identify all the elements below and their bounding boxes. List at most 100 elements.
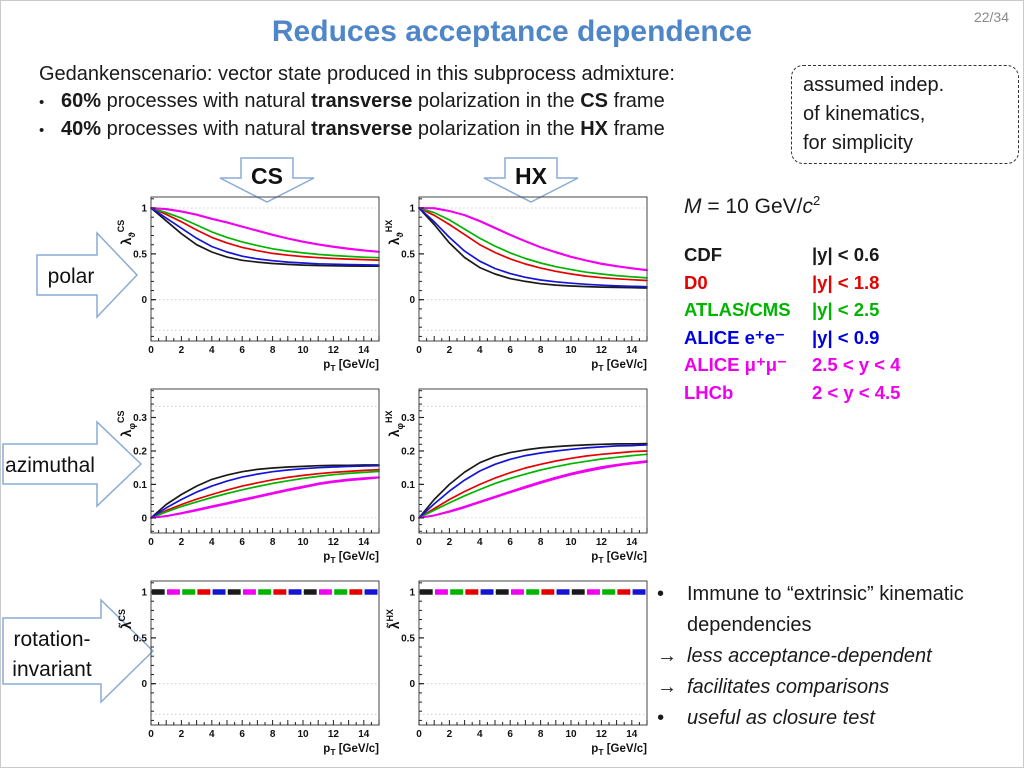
conclusion-marker: • [657, 707, 665, 729]
azimuthal-row-arrow: azimuthal [1, 420, 143, 513]
svg-text:λ̃HX: λ̃HX [385, 609, 402, 629]
legend-rows: CDF |y| < 0.6 D0 |y| < 1.8 ATLAS/CMS |y| < 2.… [684, 241, 1014, 406]
svg-text:12: 12 [328, 729, 340, 740]
svg-text:0.1: 0.1 [133, 480, 147, 491]
svg-text:0.1: 0.1 [401, 480, 415, 491]
plot-lambda-theta-cs: 0 2 4 6 8 10 12 14 0 0.5 1 pT [GeV/c] λϑCS [116, 183, 385, 379]
svg-text:0: 0 [141, 513, 147, 524]
svg-text:6: 6 [507, 537, 513, 548]
svg-text:0.5: 0.5 [401, 633, 415, 644]
conclusion-text: less acceptance-dependent [687, 645, 932, 667]
svg-text:pT [GeV/c]: pT [GeV/c] [323, 743, 379, 757]
conclusions-list: • Immune to “extrinsic” kinematic depende… [657, 579, 1017, 734]
page-number: 22/34 [973, 9, 1009, 25]
svg-text:0.2: 0.2 [133, 447, 147, 458]
conclusion-marker: → [657, 676, 677, 698]
legend-experiment-name: ALICE e⁺e⁻ [684, 326, 785, 348]
svg-text:λϑHX: λϑHX [384, 220, 405, 245]
conclusion-text: facilitates comparisons [687, 676, 890, 698]
svg-text:10: 10 [297, 729, 309, 740]
note-line-3: for simplicity [803, 132, 914, 154]
svg-text:0: 0 [409, 513, 415, 524]
hx-frame-arrow-label: HX [515, 163, 548, 189]
intro-bullets: • 60% processes with natural transverse p… [39, 88, 675, 145]
legend-row: CDF |y| < 0.6 [684, 241, 1014, 269]
svg-text:4: 4 [477, 537, 483, 548]
polar-label: polar [48, 265, 95, 288]
intro-bullet-2: • 40% processes with natural transverse p… [39, 116, 675, 145]
svg-text:14: 14 [358, 729, 370, 740]
svg-text:6: 6 [507, 345, 513, 356]
legend-row: D0 |y| < 1.8 [684, 269, 1014, 297]
svg-text:0.3: 0.3 [401, 413, 415, 424]
experiment-legend: M = 10 GeV/c2 CDF |y| < 0.6 D0 |y| < 1.8 ATL… [684, 193, 1014, 406]
legend-row: ALICE e⁺e⁻ |y| < 0.9 [684, 324, 1014, 352]
plot-lambda-tilde-hx: 0 2 4 6 8 10 12 14 0 0.5 1 pT [GeV/c] λ̃HX [385, 567, 653, 763]
svg-text:12: 12 [328, 537, 340, 548]
note-line-2: of kinematics, [803, 103, 926, 125]
svg-text:pT [GeV/c]: pT [GeV/c] [591, 359, 647, 373]
note-box: assumed indep. of kinematics, for simpli… [791, 65, 1019, 164]
legend-row: LHCb 2 < y < 4.5 [684, 379, 1014, 407]
svg-text:14: 14 [626, 345, 638, 356]
svg-text:8: 8 [538, 345, 544, 356]
svg-text:2: 2 [179, 537, 185, 548]
conclusion-item: • Immune to “extrinsic” kinematic depende… [657, 579, 1017, 641]
plot-svg-lambda_tilde_CS: 0 2 4 6 8 10 12 14 0 0.5 1 pT [GeV/c] λ̃CS [117, 580, 380, 757]
legend-experiment-name: ATLAS/CMS [684, 299, 791, 320]
svg-text:14: 14 [626, 537, 638, 548]
svg-text:1: 1 [141, 204, 147, 215]
svg-text:pT [GeV/c]: pT [GeV/c] [591, 551, 647, 565]
legend-rapidity-range: 2 < y < 4.5 [812, 381, 901, 403]
svg-text:0: 0 [409, 295, 415, 306]
svg-text:6: 6 [239, 729, 245, 740]
conclusion-text: Immune to “extrinsic” kinematic dependen… [687, 583, 964, 636]
down-arrow-icon: HX [483, 157, 579, 203]
svg-text:2: 2 [179, 729, 185, 740]
svg-text:14: 14 [358, 345, 370, 356]
svg-text:0.3: 0.3 [133, 413, 147, 424]
svg-text:4: 4 [209, 729, 215, 740]
svg-text:10: 10 [565, 729, 577, 740]
legend-experiment-name: LHCb [684, 381, 734, 403]
legend-row: ALICE μ⁺μ⁻ 2.5 < y < 4 [684, 351, 1014, 379]
legend-experiment-name: ALICE μ⁺μ⁻ [684, 354, 787, 375]
svg-text:λϑCS: λϑCS [116, 220, 137, 245]
svg-text:10: 10 [297, 345, 309, 356]
cs-frame-arrow: CS [219, 157, 315, 208]
svg-text:1: 1 [409, 588, 415, 599]
svg-text:12: 12 [596, 537, 608, 548]
plot-svg-lambda_tilde_HX: 0 2 4 6 8 10 12 14 0 0.5 1 pT [GeV/c] λ̃HX [385, 580, 648, 757]
legend-row: ATLAS/CMS |y| < 2.5 [684, 296, 1014, 324]
legend-rapidity-range: |y| < 2.5 [812, 299, 880, 320]
right-arrow-icon: rotation- invariant [2, 598, 155, 704]
svg-text:10: 10 [565, 537, 577, 548]
note-line-1: assumed indep. [803, 74, 945, 96]
svg-text:pT [GeV/c]: pT [GeV/c] [591, 743, 647, 757]
svg-text:0: 0 [416, 345, 422, 356]
legend-rapidity-range: |y| < 1.8 [812, 271, 880, 293]
legend-experiment-name: D0 [684, 271, 708, 293]
legend-experiment-name: CDF [684, 244, 723, 265]
svg-text:8: 8 [270, 345, 276, 356]
svg-text:12: 12 [328, 345, 340, 356]
plot-lambda-theta-hx: 0 2 4 6 8 10 12 14 0 0.5 1 pT [GeV/c] λϑHX [384, 183, 653, 379]
svg-text:0: 0 [409, 679, 415, 690]
polar-row-arrow: polar [35, 231, 139, 324]
conclusion-item: • useful as closure test [657, 703, 1017, 734]
intro-bullet-1: • 60% processes with natural transverse p… [39, 88, 675, 117]
bullet-text: 40% processes with natural transverse po… [61, 118, 665, 140]
azimuthal-label: azimuthal [5, 454, 95, 477]
svg-text:12: 12 [596, 345, 608, 356]
conclusion-marker: • [657, 583, 665, 605]
svg-text:8: 8 [270, 537, 276, 548]
svg-text:pT [GeV/c]: pT [GeV/c] [323, 359, 379, 373]
svg-text:4: 4 [209, 537, 215, 548]
conclusion-text: useful as closure test [687, 707, 875, 729]
legend-rapidity-range: 2.5 < y < 4 [812, 354, 901, 375]
hx-frame-arrow: HX [483, 157, 579, 208]
legend-rapidity-range: |y| < 0.9 [812, 326, 880, 348]
plot-svg-lambda_theta_HX: 0 2 4 6 8 10 12 14 0 0.5 1 pT [GeV/c] λϑHX [384, 196, 648, 373]
intro-text: Gedankenscenario: vector state produced … [39, 61, 675, 145]
